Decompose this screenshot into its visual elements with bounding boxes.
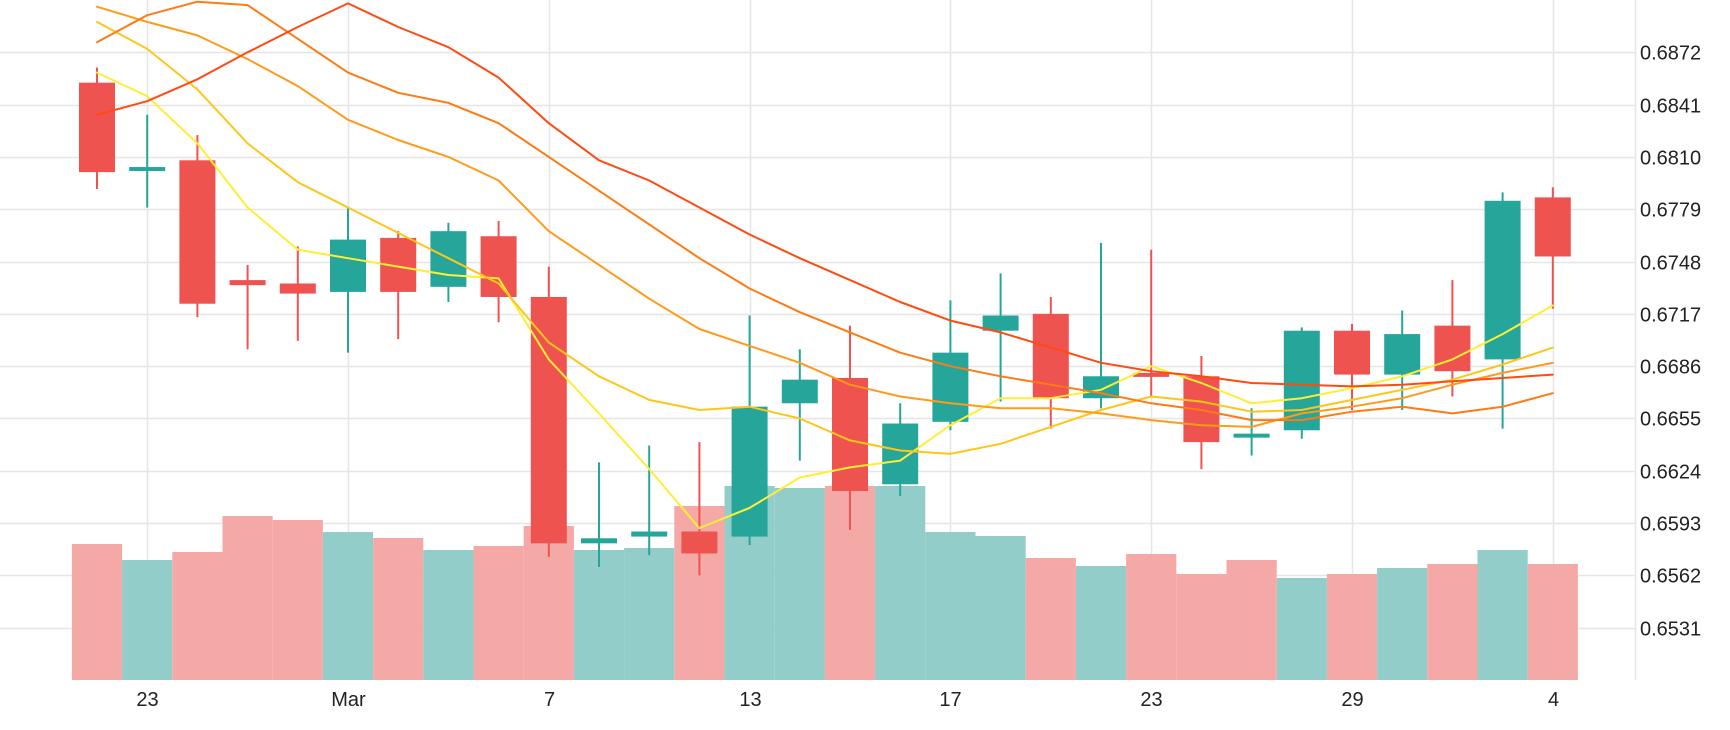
x-tick-label: 4 [1548,689,1559,711]
volume-bar [1527,564,1578,680]
volume-bar [1126,554,1177,680]
moving-average-line [96,5,1554,428]
volume-bar [222,516,273,680]
x-tick-label: 17 [939,689,961,711]
y-tick-label: 0.6686 [1640,357,1701,379]
candle-body [1484,200,1521,360]
y-tick-label: 0.6562 [1640,566,1701,588]
volume-bar [1075,566,1127,680]
volume-bar [1377,568,1428,680]
candle-body [1233,433,1270,438]
x-axis-tick-labels: 23 Mar 7 13 17 23 29 4 [136,689,1559,711]
candle-body [932,352,969,422]
volume-bar [1477,550,1528,680]
x-tick-label: 23 [1140,689,1162,711]
volume-bar [1176,574,1227,680]
moving-average-line [96,0,1554,422]
candle-body [982,315,1019,331]
x-tick-label: Mar [331,689,366,711]
x-tick-label: 13 [739,689,761,711]
y-tick-label: 0.6872 [1640,43,1701,65]
volume-bar [1025,558,1076,680]
y-tick-label: 0.6624 [1640,462,1701,484]
y-tick-label: 0.6717 [1640,305,1701,327]
candle-bodies [79,82,1571,554]
candle-body [229,280,266,286]
volume-bar [423,550,474,680]
candle-body [1384,334,1421,375]
y-tick-label: 0.6748 [1640,253,1701,275]
x-tick-label: 7 [544,689,555,711]
moving-average-line [96,2,1554,388]
y-tick-label: 0.6655 [1640,409,1701,431]
candle-body [1534,197,1571,257]
candle-body [781,379,818,404]
y-tick-label: 0.6841 [1640,96,1701,118]
x-tick-label: 29 [1341,689,1363,711]
volume-bar [1427,564,1478,680]
volume-bar [473,546,524,680]
volume-bar [925,532,976,680]
volume-bar [71,544,123,680]
volume-bar [774,488,825,680]
candle-body [1133,372,1170,377]
volume-bar [1276,578,1327,680]
candle-body [480,236,517,297]
y-tick-label: 0.6531 [1640,619,1701,641]
candle-body [1283,330,1320,431]
volume-bar [122,560,173,680]
candle-body [79,82,115,173]
volume-bar [373,538,424,680]
volume-bar [1326,574,1378,680]
candle-body [631,531,668,537]
candle-body [1083,376,1119,399]
volume-bar [975,536,1026,680]
candle-body [681,531,718,554]
y-tick-label: 0.6810 [1640,148,1701,170]
x-tick-label: 23 [136,689,158,711]
volume-bar [624,548,675,680]
y-tick-label: 0.6593 [1640,514,1701,536]
candle-body [731,406,768,537]
candle-body [1334,330,1370,375]
moving-average-lines [96,0,1554,530]
volume-bar [573,550,625,680]
moving-average-line [96,20,1554,455]
candle-body [530,296,567,544]
volume-bar [875,486,926,680]
volume-bar [172,552,223,680]
volume-bar [1226,560,1277,680]
candle-body [330,239,366,292]
candle-body [581,538,617,544]
moving-average-line [96,71,1554,530]
candle-body [129,167,166,172]
candle-body [882,423,919,485]
candle-body [179,160,216,304]
y-axis-tick-labels: 0.6872 0.6841 0.6810 0.6779 0.6748 0.6717 0.66… [1640,43,1701,641]
volume-bar [322,532,374,680]
candle-body [279,283,316,294]
y-tick-label: 0.6779 [1640,200,1701,222]
volume-bar [272,520,323,680]
